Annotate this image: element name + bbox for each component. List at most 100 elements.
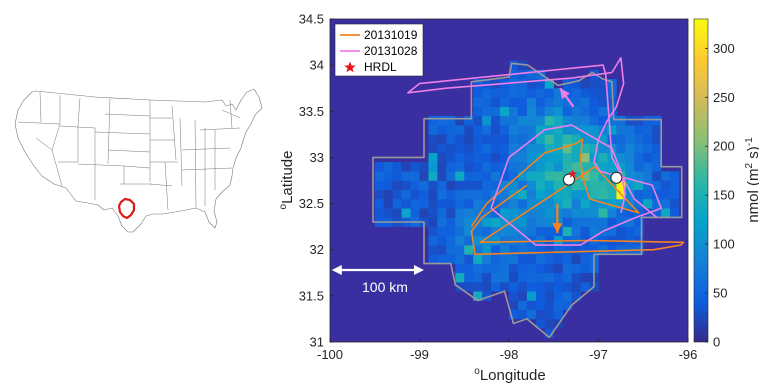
- heatmap-cell: [553, 245, 563, 255]
- heatmap-cell: [473, 88, 483, 98]
- heatmap-cell: [571, 180, 581, 191]
- heatmap-cell: [446, 143, 456, 154]
- heatmap-cell: [670, 171, 680, 181]
- heatmap-cell: [571, 115, 581, 126]
- heatmap-cell: [500, 254, 510, 264]
- heatmap-cell: [553, 300, 563, 310]
- heatmap-cell: [464, 198, 474, 209]
- heatmap-cell: [482, 78, 492, 89]
- heatmap-cell: [589, 189, 599, 200]
- heatmap-cell: [616, 217, 626, 227]
- heatmap-cell: [526, 272, 537, 283]
- heatmap-cell: [482, 162, 492, 172]
- emission-heatmap-cells: [374, 60, 680, 338]
- heatmap-cell: [598, 198, 608, 209]
- heatmap-cell: [643, 143, 653, 154]
- heatmap-cell: [553, 88, 563, 98]
- heatmap-cell: [517, 134, 528, 144]
- heatmap-cell: [491, 88, 501, 98]
- heatmap-cell: [473, 226, 483, 237]
- heatmap-cell: [535, 217, 546, 227]
- heatmap-cell: [580, 263, 590, 274]
- heatmap-cell: [598, 208, 608, 218]
- heatmap-cell: [491, 180, 501, 191]
- heatmap-cell: [517, 189, 528, 200]
- us-inset-map: [14, 88, 263, 233]
- colorbar-label-prefix: nmol (m: [745, 168, 759, 222]
- heatmap-cell: [625, 162, 635, 172]
- heatmap-cell: [634, 189, 644, 200]
- heatmap-cell: [562, 106, 572, 117]
- heatmap-cell: [482, 97, 492, 107]
- heatmap-cell: [535, 245, 546, 255]
- heatmap-cell: [419, 208, 429, 218]
- heatmap-cell: [509, 254, 519, 264]
- heatmap-cell: [437, 152, 447, 163]
- heatmap-cell: [526, 198, 537, 209]
- heatmap-cell: [580, 208, 590, 218]
- heatmap-cell: [580, 134, 590, 144]
- heatmap-cell: [509, 134, 519, 144]
- heatmap-cell: [464, 272, 474, 283]
- heatmap-cell: [482, 217, 492, 227]
- heatmap-cell: [526, 282, 537, 292]
- heatmap-cell: [553, 115, 563, 126]
- heatmap-cell: [428, 125, 438, 135]
- heatmap-cell: [473, 78, 483, 89]
- heatmap-cell: [509, 60, 519, 71]
- heatmap-cell: [464, 282, 474, 292]
- heatmap-cell: [500, 217, 510, 227]
- state-line: [164, 161, 169, 211]
- heatmap-cell: [544, 263, 555, 274]
- heatmap-cell: [509, 291, 519, 301]
- heatmap-cell: [607, 189, 617, 200]
- heatmap-cell: [401, 180, 411, 191]
- heatmap-cell: [491, 245, 501, 255]
- heatmap-cell: [517, 198, 528, 209]
- heatmap-cell: [526, 125, 537, 135]
- heatmap-cell: [517, 69, 528, 80]
- heatmap-cell: [455, 171, 465, 181]
- heatmap-cell: [383, 198, 393, 209]
- heatmap-cell: [473, 180, 483, 191]
- heatmap-cell: [473, 291, 483, 301]
- heatmap-cell: [571, 106, 581, 117]
- heatmap-cell: [446, 217, 456, 227]
- x-axis-label: oLongitude: [474, 366, 545, 384]
- heatmap-cell: [473, 263, 483, 274]
- heatmap-cell: [500, 162, 510, 172]
- heatmap-cell: [491, 235, 501, 246]
- heatmap-cell: [509, 309, 519, 320]
- colorbar-ticks: 0 50 100 150 200 250 300: [705, 41, 735, 350]
- state-line: [199, 127, 241, 131]
- heatmap-cell: [437, 180, 447, 191]
- colorbar-tick-label: 0: [713, 335, 720, 350]
- heatmap-cell: [401, 189, 411, 200]
- heatmap-cell: [616, 115, 626, 126]
- heatmap-cell: [598, 134, 608, 144]
- heatmap-cell: [455, 143, 465, 154]
- heatmap-cell: [410, 198, 420, 209]
- heatmap-cell: [517, 217, 528, 227]
- heatmap-cell: [652, 115, 662, 126]
- heatmap-cell: [455, 272, 465, 283]
- heatmap-cell: [571, 226, 581, 237]
- heatmap-cell: [571, 162, 581, 172]
- heatmap-cell: [473, 208, 483, 218]
- heatmap-cell: [428, 143, 438, 154]
- heatmap-cell: [473, 134, 483, 144]
- heatmap-cell: [535, 115, 546, 126]
- heatmap-cell: [562, 226, 572, 237]
- heatmap-cell: [553, 152, 563, 163]
- heatmap-cell: [500, 180, 510, 191]
- heatmap-cell: [544, 189, 555, 200]
- heatmap-cell: [535, 78, 546, 89]
- heatmap-cell: [580, 217, 590, 227]
- heatmap-cell: [616, 208, 626, 218]
- y-tick-label: 32.5: [299, 196, 324, 211]
- x-tick-label: -96: [679, 347, 698, 362]
- heatmap-cell: [562, 198, 572, 209]
- heatmap-cell: [482, 254, 492, 264]
- heatmap-cell: [392, 162, 402, 172]
